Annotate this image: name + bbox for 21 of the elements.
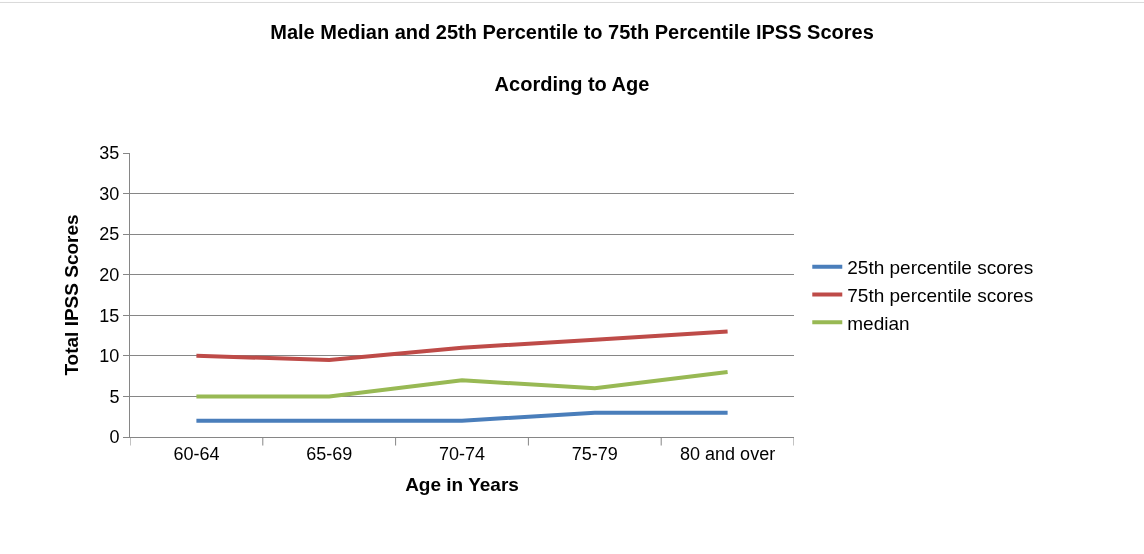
chart-title: Male Median and 25th Percentile to 75th Percentile IPSS Scores Acording to Age: [270, 20, 874, 95]
y-tick-label: 20: [99, 265, 120, 286]
y-tick-label: 25: [99, 224, 120, 245]
legend-label: 25th percentile scores: [847, 257, 1034, 279]
y-tick-label: 30: [99, 183, 120, 204]
x-tick-label: 70-74: [438, 443, 486, 464]
legend-label: median: [847, 312, 910, 334]
line-series: [194, 329, 730, 362]
y-tick-label: 0: [109, 427, 120, 448]
y-axis-title: Total IPSS Scores: [61, 214, 83, 376]
y-tick-label: 35: [99, 143, 120, 164]
y-tick-label: 15: [99, 305, 120, 326]
x-tick-label: 80 and over: [680, 443, 776, 464]
y-tick-label: 10: [99, 346, 120, 367]
x-tick-label: 60-64: [173, 443, 220, 464]
legend-label: 75th percentile scores: [847, 284, 1034, 306]
x-tick-label: 75-79: [571, 443, 618, 464]
y-tick-label: 5: [109, 386, 120, 407]
x-axis-title: Age in Years: [405, 474, 519, 496]
line-series: [194, 370, 730, 399]
x-tick-label: 65-69: [306, 443, 353, 464]
